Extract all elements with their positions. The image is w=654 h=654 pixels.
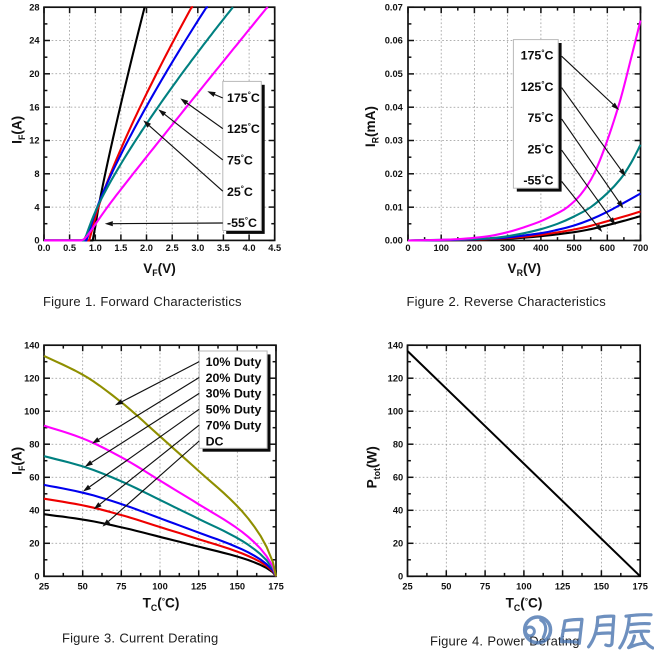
svg-text:1.0: 1.0 (89, 243, 102, 253)
svg-text:40: 40 (29, 506, 39, 516)
svg-text:0: 0 (405, 243, 410, 253)
svg-text:100: 100 (516, 582, 532, 592)
svg-text:75: 75 (480, 582, 490, 592)
svg-text:0.02: 0.02 (385, 169, 403, 179)
svg-text:0.5: 0.5 (63, 243, 76, 253)
svg-text:175: 175 (268, 582, 284, 592)
svg-text:16: 16 (29, 102, 39, 112)
svg-text:28: 28 (29, 2, 39, 12)
svg-text:4: 4 (34, 202, 40, 212)
svg-text:125°C: 125°C (227, 122, 260, 136)
svg-text:DC: DC (206, 434, 224, 448)
svg-text:25: 25 (402, 582, 412, 592)
svg-text:0: 0 (398, 572, 403, 582)
svg-text:600: 600 (600, 243, 616, 253)
svg-text:80: 80 (393, 439, 403, 449)
svg-text:Figure 4. Power Derating: Figure 4. Power Derating (430, 633, 580, 648)
svg-text:25°C: 25°C (227, 185, 253, 199)
svg-text:100: 100 (152, 582, 168, 592)
svg-text:125°C: 125°C (521, 80, 554, 94)
svg-text:50% Duty: 50% Duty (206, 403, 262, 417)
svg-text:2.0: 2.0 (140, 243, 153, 253)
svg-text:3.0: 3.0 (191, 243, 204, 253)
svg-text:125: 125 (191, 582, 207, 592)
svg-text:20: 20 (393, 539, 403, 549)
svg-text:0: 0 (34, 236, 39, 246)
svg-text:Ptot(W): Ptot(W) (365, 446, 382, 488)
svg-text:40: 40 (393, 506, 403, 516)
svg-text:2.5: 2.5 (166, 243, 179, 253)
svg-text:0.07: 0.07 (385, 2, 403, 12)
svg-text:100: 100 (388, 406, 404, 416)
svg-text:100: 100 (24, 406, 40, 416)
svg-text:50: 50 (78, 582, 88, 592)
svg-text:30% Duty: 30% Duty (206, 387, 262, 401)
svg-text:0.05: 0.05 (385, 69, 403, 79)
svg-text:120: 120 (24, 373, 40, 383)
svg-text:75°C: 75°C (528, 111, 554, 125)
svg-text:0.00: 0.00 (385, 236, 403, 246)
svg-text:10% Duty: 10% Duty (206, 355, 262, 369)
svg-text:-55°C: -55°C (523, 174, 553, 188)
svg-text:60: 60 (29, 473, 39, 483)
svg-text:125: 125 (555, 582, 571, 592)
svg-text:25°C: 25°C (528, 142, 554, 156)
svg-text:20% Duty: 20% Duty (206, 371, 262, 385)
svg-text:20: 20 (29, 539, 39, 549)
svg-text:175°C: 175°C (227, 91, 260, 105)
svg-text:25: 25 (39, 582, 49, 592)
svg-text:8: 8 (34, 169, 39, 179)
svg-text:Figure 3. Current Derating: Figure 3. Current Derating (62, 631, 218, 646)
svg-text:12: 12 (29, 136, 39, 146)
svg-text:175: 175 (632, 582, 648, 592)
svg-text:80: 80 (29, 439, 39, 449)
svg-text:140: 140 (388, 340, 404, 350)
svg-text:Figure 1. Forward Characterist: Figure 1. Forward Characteristics (43, 294, 242, 309)
svg-text:TC(°C): TC(°C) (143, 595, 180, 612)
svg-text:400: 400 (533, 243, 549, 253)
svg-text:60: 60 (393, 473, 403, 483)
svg-text:24: 24 (29, 36, 40, 46)
svg-text:0.04: 0.04 (385, 102, 404, 112)
svg-text:120: 120 (388, 373, 404, 383)
svg-text:0.03: 0.03 (385, 136, 403, 146)
svg-text:Figure 2. Reverse Characterist: Figure 2. Reverse Characteristics (407, 294, 607, 309)
svg-text:4.0: 4.0 (243, 243, 256, 253)
svg-text:50: 50 (441, 582, 451, 592)
svg-text:VR(V): VR(V) (508, 261, 542, 278)
svg-text:20: 20 (29, 69, 39, 79)
svg-text:500: 500 (566, 243, 582, 253)
svg-text:IR(mA): IR(mA) (363, 106, 380, 147)
svg-text:75°C: 75°C (227, 153, 253, 167)
svg-text:200: 200 (467, 243, 483, 253)
svg-text:VF(V): VF(V) (143, 261, 176, 278)
svg-text:1.5: 1.5 (114, 243, 127, 253)
svg-text:300: 300 (500, 243, 516, 253)
svg-text:0.01: 0.01 (385, 202, 403, 212)
svg-text:150: 150 (230, 582, 246, 592)
svg-text:700: 700 (633, 243, 649, 253)
svg-text:75: 75 (116, 582, 126, 592)
svg-text:140: 140 (24, 340, 40, 350)
svg-text:0.06: 0.06 (385, 36, 403, 46)
svg-text:0.0: 0.0 (38, 243, 51, 253)
svg-text:100: 100 (433, 243, 449, 253)
svg-text:150: 150 (594, 582, 610, 592)
svg-text:175°C: 175°C (521, 49, 554, 63)
svg-text:-55°C: -55°C (227, 216, 257, 230)
svg-text:3.5: 3.5 (217, 243, 230, 253)
svg-text:4.5: 4.5 (268, 243, 281, 253)
svg-text:TC(°C): TC(°C) (506, 595, 543, 612)
svg-text:70% Duty: 70% Duty (206, 418, 262, 432)
svg-text:0: 0 (34, 572, 39, 582)
